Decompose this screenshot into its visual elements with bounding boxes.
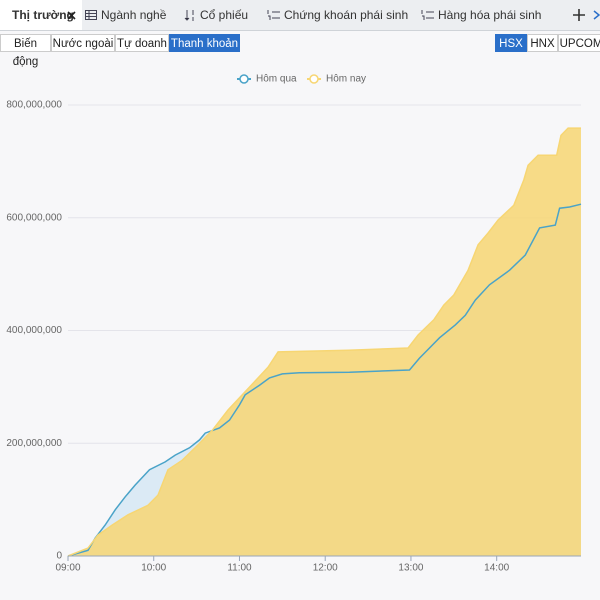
sub-tab[interactable]: Nước ngoài bbox=[51, 34, 115, 52]
sub-tab[interactable]: Thanh khoản bbox=[169, 34, 240, 52]
x-tick-label: 14:00 bbox=[484, 563, 509, 574]
legend-marker bbox=[239, 74, 249, 84]
exchange-tab[interactable]: HSX bbox=[495, 34, 527, 52]
menu-icon[interactable] bbox=[593, 9, 600, 21]
y-tick-label: 0 bbox=[56, 551, 62, 562]
tab-icon bbox=[85, 10, 97, 20]
line bbox=[67, 127, 581, 557]
x-tick-label: 12:00 bbox=[313, 563, 338, 574]
tab-icon bbox=[421, 10, 434, 20]
y-tick-label: 600,000,000 bbox=[6, 212, 62, 223]
active-tab-bg bbox=[0, 0, 82, 30]
tab-icon bbox=[267, 10, 280, 20]
tab[interactable]: Cổ phiếu bbox=[200, 8, 249, 22]
sub-tab[interactable]: Tự doanh bbox=[115, 34, 169, 52]
x-tick-label: 09:00 bbox=[55, 563, 80, 574]
tab-bar: Thị trường Ngành nghề Cổ phiếu Chứng kho… bbox=[0, 0, 600, 31]
legend-marker bbox=[309, 74, 319, 84]
x-tick-label: 13:00 bbox=[398, 563, 423, 574]
y-tick-label: 200,000,000 bbox=[6, 438, 62, 449]
sub-tab[interactable]: Biến động bbox=[0, 34, 51, 68]
area bbox=[68, 128, 581, 556]
exchange-tab[interactable]: HNX bbox=[527, 34, 558, 52]
exchange-tab[interactable]: UPCOM bbox=[558, 34, 600, 52]
tab[interactable]: Chứng khoán phái sinh bbox=[284, 8, 409, 22]
close-icon[interactable] bbox=[67, 11, 76, 20]
tab[interactable]: Ngành nghề bbox=[101, 8, 167, 22]
tab-icon bbox=[184, 10, 194, 21]
tab[interactable]: Hàng hóa phái sinh bbox=[438, 8, 542, 22]
legend-label: Hôm nay bbox=[326, 74, 366, 85]
add-tab[interactable] bbox=[573, 9, 585, 21]
y-tick-label: 800,000,000 bbox=[6, 100, 62, 111]
legend-label: Hôm qua bbox=[256, 74, 297, 85]
x-tick-label: 10:00 bbox=[141, 563, 166, 574]
line bbox=[67, 203, 582, 557]
x-tick-label: 11:00 bbox=[227, 563, 252, 574]
y-tick-label: 400,000,000 bbox=[6, 325, 62, 336]
tab[interactable]: Thị trường bbox=[12, 8, 74, 22]
